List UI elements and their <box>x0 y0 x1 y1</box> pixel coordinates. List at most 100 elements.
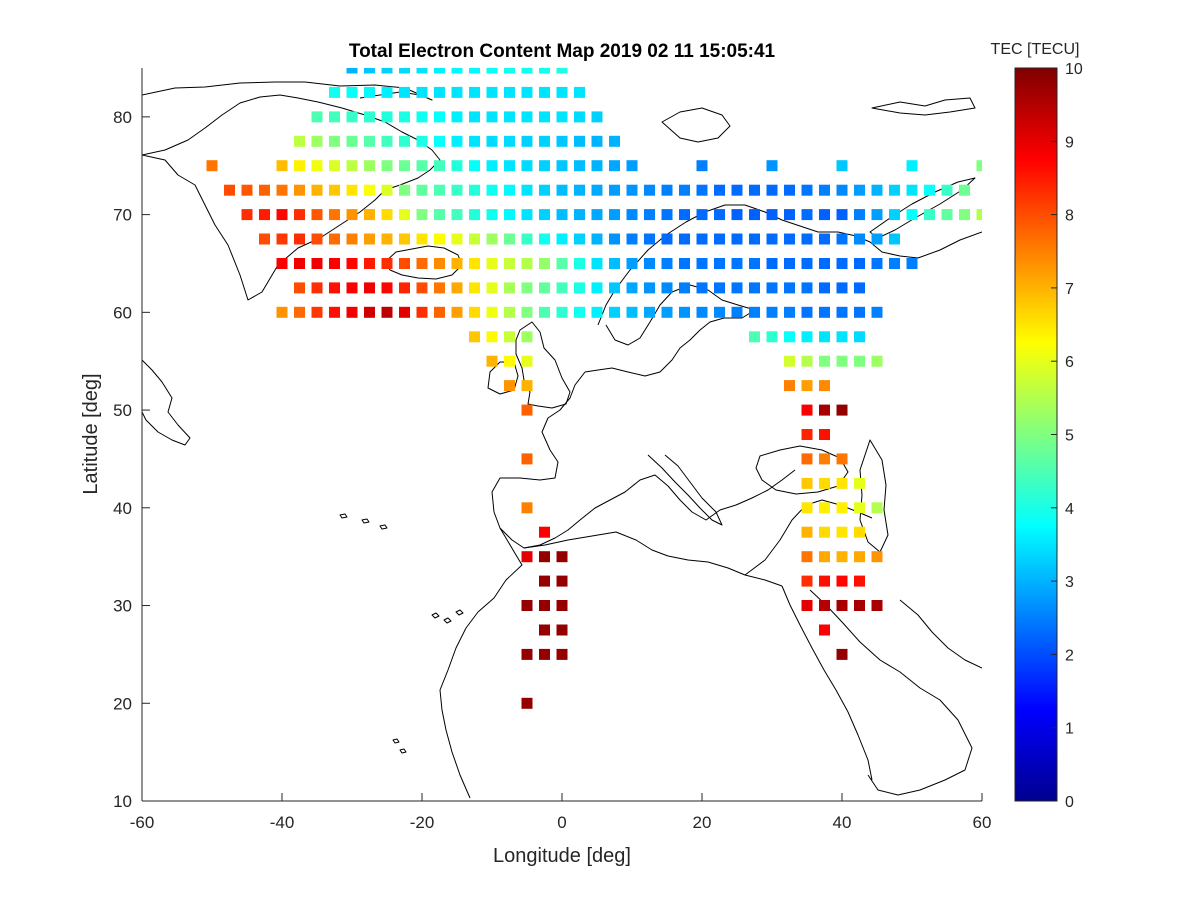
tec-cell <box>801 453 813 465</box>
tec-cell <box>539 624 550 636</box>
tec-cell <box>836 575 848 587</box>
tec-cell <box>591 258 603 269</box>
tec-cell <box>819 429 830 440</box>
colorbar-tick-label: 4 <box>1065 501 1074 518</box>
tec-cell <box>731 209 743 221</box>
tec-cell <box>696 160 708 172</box>
tec-cell <box>521 648 533 660</box>
tec-cell <box>784 209 795 221</box>
tec-cell <box>539 209 550 221</box>
tec-cell <box>784 331 795 343</box>
tec-cell <box>836 160 848 172</box>
tec-cell <box>556 209 568 221</box>
tec-cell <box>836 502 848 514</box>
x-axis-label: Longitude [deg] <box>493 845 631 867</box>
tec-cell <box>451 233 463 245</box>
tec-cell <box>381 209 393 221</box>
tec-cell <box>469 111 480 123</box>
tec-cell <box>539 184 550 196</box>
tec-cell <box>766 184 778 196</box>
tec-cell <box>416 233 428 245</box>
tec-cell <box>381 111 393 123</box>
tec-cell <box>521 135 533 147</box>
tec-cell <box>504 380 515 392</box>
italy-coast <box>647 454 723 526</box>
tec-cell <box>539 111 550 123</box>
western-europe-coast <box>491 371 796 549</box>
tec-cell <box>696 282 708 294</box>
tec-cell <box>399 209 410 221</box>
y-tick-label: 50 <box>113 401 132 420</box>
tec-cell <box>836 306 848 318</box>
scandinavia-coast <box>597 204 982 326</box>
tec-cell <box>434 135 445 147</box>
tec-cell <box>311 258 323 269</box>
tec-cell <box>521 68 533 74</box>
tec-cell <box>276 233 288 245</box>
y-axis-label: Latitude [deg] <box>80 373 102 494</box>
tec-cell <box>434 68 445 74</box>
tec-cell <box>521 306 533 318</box>
tec-cell <box>749 233 760 245</box>
tec-cell <box>556 575 568 587</box>
tec-cell <box>644 209 655 221</box>
tec-cell <box>399 111 410 123</box>
tec-cell <box>241 209 253 221</box>
tec-cell <box>766 160 778 172</box>
tec-cell <box>696 306 708 318</box>
tec-cell <box>801 282 813 294</box>
tec-cell <box>819 600 830 611</box>
tec-cell <box>574 282 585 294</box>
tec-cell <box>294 306 305 318</box>
tec-cell <box>486 258 498 269</box>
tec-cell <box>434 258 445 269</box>
x-tick-label: -40 <box>270 813 295 832</box>
tec-cell <box>801 233 813 245</box>
tec-cell <box>416 135 428 147</box>
canary-islands <box>431 609 464 624</box>
tec-cell <box>801 502 813 514</box>
tec-cell <box>294 233 305 245</box>
tec-cell <box>311 184 323 196</box>
tec-cell <box>609 209 620 221</box>
tec-cell <box>871 355 883 367</box>
tec-cell <box>364 86 375 98</box>
tec-cell <box>871 502 883 514</box>
tec-cell <box>819 404 830 416</box>
tec-cell <box>556 68 568 74</box>
tec-cell <box>346 184 358 196</box>
tec-cell <box>679 184 690 196</box>
tec-cell <box>521 355 533 367</box>
tec-cell <box>609 282 620 294</box>
tec-cell <box>626 306 638 318</box>
tec-cell <box>906 209 918 221</box>
tec-cell <box>976 209 982 221</box>
tec-cell <box>626 233 638 245</box>
africa-coast <box>439 527 523 799</box>
tec-cell <box>591 184 603 196</box>
tec-cell <box>906 184 918 196</box>
tec-cell <box>469 331 480 343</box>
tec-cell <box>504 111 515 123</box>
tec-cell <box>451 306 463 318</box>
tec-cell <box>539 86 550 98</box>
tec-cell <box>311 282 323 294</box>
tec-cell <box>504 160 515 172</box>
tec-cell <box>521 160 533 172</box>
tec-cell <box>854 282 865 294</box>
red-sea-coast <box>781 585 873 781</box>
colorbar: TEC [TECU] 0 1 2 3 4 5 6 7 8 9 10 <box>991 41 1083 811</box>
tec-cell <box>434 282 445 294</box>
svalbard-coast <box>661 107 731 143</box>
tec-cell <box>451 160 463 172</box>
tec-cell <box>661 282 673 294</box>
tec-cell <box>801 526 813 538</box>
tec-cell <box>329 209 340 221</box>
tec-cell <box>416 184 428 196</box>
colorbar-ticks: 0 1 2 3 4 5 6 7 8 9 10 <box>1051 61 1083 811</box>
tec-cell <box>416 282 428 294</box>
tec-cell <box>294 135 305 147</box>
tec-cell <box>329 184 340 196</box>
tec-cell <box>696 233 708 245</box>
